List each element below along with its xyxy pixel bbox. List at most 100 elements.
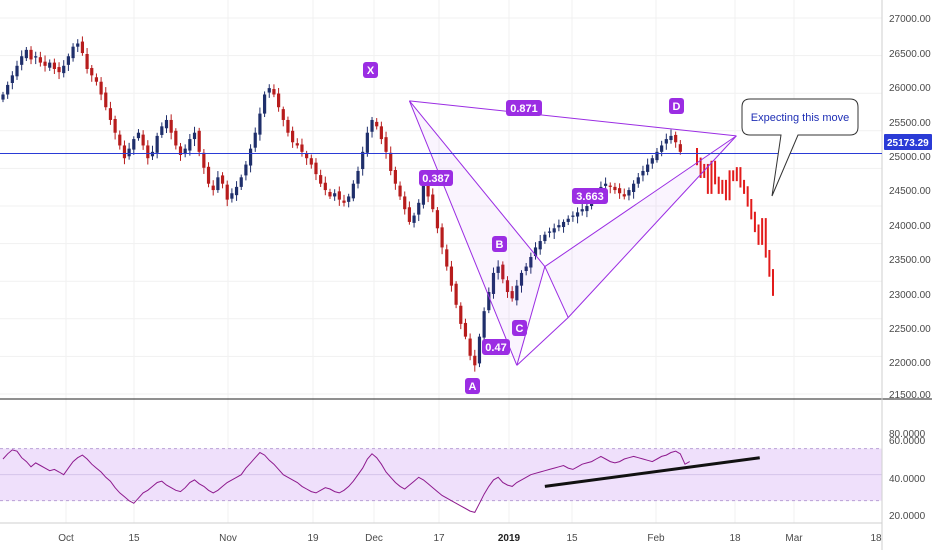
candle-body	[566, 218, 570, 222]
callout-bubble[interactable]: Expecting this move	[741, 98, 859, 197]
candle-body	[379, 126, 383, 140]
oscillator-band	[0, 448, 882, 502]
ratio-label-BD-text: 3.663	[576, 191, 604, 203]
candle-body	[431, 194, 435, 210]
candle-body	[496, 266, 500, 273]
pattern-leg-bc	[544, 266, 569, 318]
candle-body	[197, 130, 201, 152]
candle-body	[585, 206, 589, 212]
oscillator-layer	[2, 449, 760, 513]
candle-body	[622, 194, 626, 197]
candle-body	[505, 280, 510, 293]
candle-body	[487, 292, 491, 311]
candle-body	[547, 231, 552, 233]
candle-body	[426, 183, 430, 197]
candle-body	[132, 139, 136, 150]
price-tick: 24000.00	[889, 221, 931, 232]
candle-body	[384, 137, 388, 152]
point-label-X[interactable]: X	[363, 62, 378, 78]
time-tick: 17	[433, 533, 445, 544]
candle-body	[519, 272, 524, 286]
pattern-leg-xa	[408, 100, 518, 366]
candle-body	[258, 113, 262, 135]
candle-body	[136, 132, 141, 139]
candle-body	[421, 183, 426, 205]
candle-body	[618, 188, 622, 194]
candle-body	[24, 49, 28, 59]
candle-body	[510, 291, 514, 299]
candle-body	[347, 196, 351, 202]
candle-body	[300, 144, 304, 152]
current-price-badge[interactable]: 25173.29	[884, 134, 932, 150]
price-tick: 26000.00	[889, 83, 931, 94]
candle-body	[538, 241, 542, 250]
price-tick: 23500.00	[889, 255, 931, 266]
oscillator-trendline	[544, 456, 760, 488]
candle-body	[192, 132, 197, 140]
price-tick: 25500.00	[889, 118, 931, 129]
oscillator-tick: 60.0000	[889, 436, 926, 447]
candle-body	[211, 185, 215, 191]
candle-body	[15, 65, 19, 77]
candle-body	[632, 183, 636, 192]
ratio-label-BD[interactable]: 3.663	[572, 188, 608, 204]
candle-body	[43, 61, 47, 66]
time-tick: 2019	[498, 533, 521, 544]
callout-text: Expecting this move	[751, 112, 849, 124]
candle-body	[38, 57, 42, 63]
time-axis[interactable]: Oct 15 Nov 19 Dec 17 2019 15 Feb 18 Mar …	[58, 533, 882, 544]
candle-body	[543, 234, 547, 242]
candle-body	[613, 186, 617, 191]
time-tick: 19	[307, 533, 319, 544]
candle-body	[561, 221, 566, 228]
candle-body	[230, 193, 234, 199]
candle-body	[277, 93, 281, 108]
ratio-label-XB[interactable]: 0.387	[419, 170, 453, 186]
point-label-D[interactable]: D	[669, 98, 684, 114]
candle-body	[146, 145, 150, 159]
time-tick: Feb	[647, 533, 665, 544]
candle-body	[220, 175, 225, 184]
candle-body	[183, 148, 187, 155]
point-label-C[interactable]: C	[512, 320, 527, 336]
candle-body	[169, 119, 173, 133]
candle-body	[206, 166, 211, 184]
candle-body	[164, 119, 169, 129]
candle-body	[178, 146, 183, 156]
pattern-leg-xd	[409, 100, 737, 137]
pattern-leg-cd	[567, 135, 737, 318]
price-axis[interactable]: 27000.00 26500.00 26000.00 25500.00 2500…	[889, 14, 931, 401]
candle-body	[575, 212, 580, 217]
candle-body	[440, 227, 444, 248]
candle-body	[515, 285, 519, 301]
point-label-B-text: B	[496, 239, 504, 251]
candle-body	[403, 196, 407, 210]
candle-body	[459, 305, 463, 324]
candle-body	[333, 193, 337, 197]
candle-body	[314, 162, 318, 175]
candle-body	[248, 148, 253, 166]
point-label-B[interactable]: B	[492, 236, 507, 252]
ratio-label-AC-text: 0.47	[485, 342, 506, 354]
candle-body	[482, 311, 486, 338]
candle-body	[62, 65, 66, 74]
oscillator-axis[interactable]: 80.0000 60.0000 40.0000 20.0000	[889, 429, 926, 522]
oscillator-tick: 40.0000	[889, 474, 926, 485]
candle-body	[71, 46, 75, 59]
ratio-label-XD[interactable]: 0.871	[506, 100, 542, 116]
harmonic-pattern	[408, 100, 737, 366]
ratio-label-AC[interactable]: 0.47	[482, 339, 510, 355]
price-tick: 22500.00	[889, 324, 931, 335]
candle-body	[234, 186, 239, 196]
candle-body	[337, 191, 341, 200]
candle-body	[267, 88, 271, 93]
candle-body	[501, 264, 505, 280]
candle-body	[239, 177, 243, 187]
pattern-leg-ab	[516, 266, 546, 366]
point-label-A[interactable]: A	[465, 378, 480, 394]
candle-body	[253, 132, 257, 148]
time-tick: Dec	[365, 533, 383, 544]
candle-body	[104, 92, 108, 108]
candle-body	[365, 132, 369, 153]
